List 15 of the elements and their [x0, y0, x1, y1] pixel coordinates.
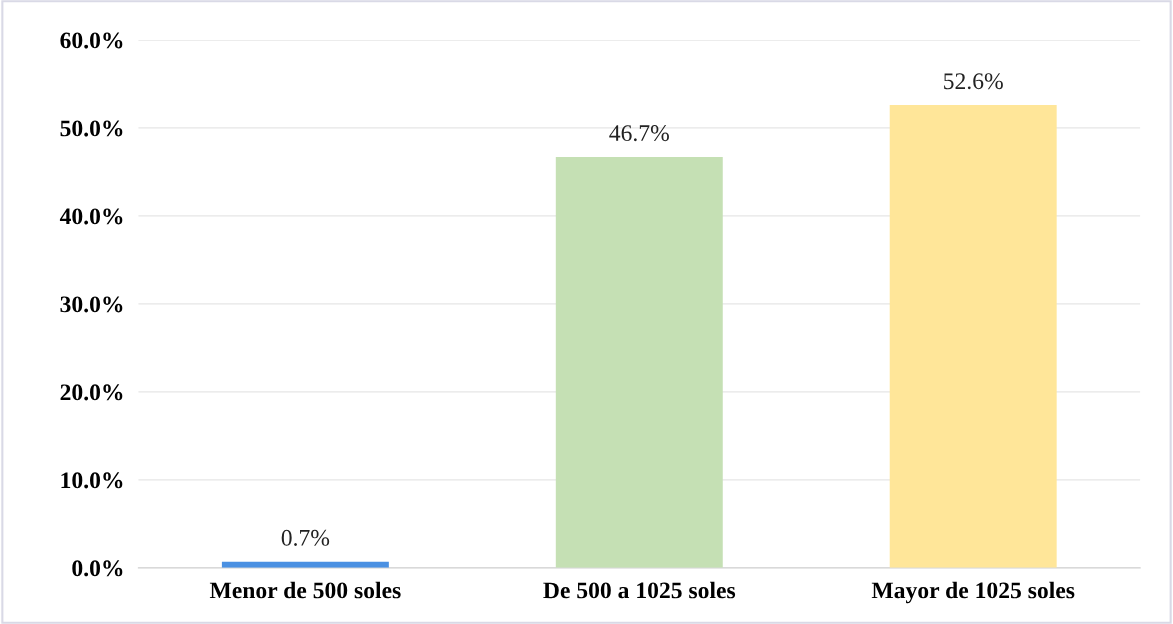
- data-label: 0.7%: [281, 529, 330, 546]
- y-tick-label: 60.0%: [60, 32, 123, 49]
- y-tick-label: 10.0%: [61, 472, 123, 489]
- y-tick-label: 30.0%: [60, 296, 123, 313]
- bar: [889, 105, 1057, 568]
- x-tick-label: De 500 a 1025 soles: [543, 581, 736, 599]
- x-tick-label: Mayor de 1025 soles: [871, 581, 1075, 604]
- x-tick-label: Menor de 500 soles: [209, 581, 401, 599]
- y-tick-label: 20.0%: [60, 384, 123, 401]
- data-label: 52.6%: [944, 73, 1003, 90]
- y-tick-label: 0.0%: [72, 560, 123, 577]
- bar: [555, 156, 723, 568]
- y-tick-label: 50.0%: [60, 120, 123, 137]
- data-label: 46.7%: [609, 125, 669, 142]
- y-tick-label: 40.0%: [59, 208, 123, 225]
